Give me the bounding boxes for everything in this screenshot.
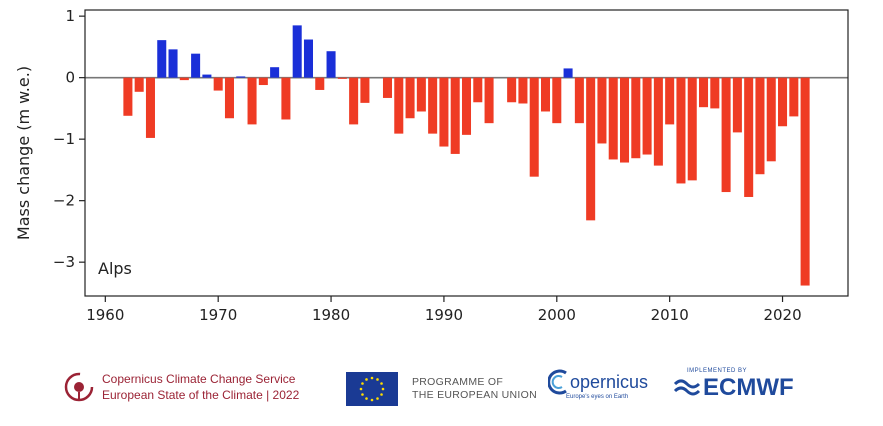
bar-1977 <box>292 25 302 78</box>
bar-2013 <box>699 77 709 108</box>
plot-frame <box>84 9 849 297</box>
eu-flag-icon <box>346 372 398 406</box>
bar-1986 <box>394 77 404 134</box>
bar-1981 <box>337 77 347 79</box>
bar-2008 <box>642 77 652 155</box>
bar-2022 <box>800 77 810 286</box>
bar-1965 <box>157 40 167 78</box>
bar-1976 <box>281 77 291 120</box>
bar-1982 <box>349 77 359 125</box>
ecmwf-logo[interactable]: IMPLEMENTED BY ECMWF <box>673 368 794 402</box>
bar-1971 <box>224 77 234 119</box>
copernicus-name: opernicus <box>570 371 649 392</box>
bar-2020 <box>778 77 788 127</box>
eu-line-2: THE EUROPEAN UNION <box>412 389 537 401</box>
x-axis-ticks: 1960 1970 1980 1990 2000 2010 2020 <box>86 296 802 324</box>
x-tick-label: 2000 <box>538 306 576 324</box>
footer-logos: Copernicus Climate Change Service Europe… <box>0 360 883 420</box>
bar-2005 <box>608 77 618 160</box>
bar-1985 <box>382 77 393 98</box>
y-axis-ticks: 1 0 −1 −2 −3 <box>53 7 85 271</box>
bar-1972 <box>236 76 246 78</box>
x-tick-label: 1970 <box>199 306 237 324</box>
x-tick-label: 1990 <box>425 306 463 324</box>
c3s-emblem-icon <box>64 372 94 402</box>
bar-1980 <box>326 51 336 78</box>
bar-2015 <box>721 77 731 193</box>
bar-1975 <box>270 67 280 78</box>
copernicus-logo[interactable]: opernicus Europe's eyes on Earth <box>548 368 648 400</box>
bar-2011 <box>676 77 686 184</box>
ecmwf-wave-icon <box>673 379 701 396</box>
bar-1962 <box>123 77 133 116</box>
bar-1974 <box>258 77 268 86</box>
bar-1997 <box>518 77 528 104</box>
bar-1979 <box>315 77 325 90</box>
y-tick-label: −3 <box>53 253 75 271</box>
bar-1993 <box>473 77 483 103</box>
y-tick-label: −1 <box>53 130 75 148</box>
bar-1992 <box>461 77 472 135</box>
ecmwf-name: ECMWF <box>703 374 794 401</box>
x-tick-label: 1960 <box>86 306 124 324</box>
bar-2006 <box>620 77 630 163</box>
bar-1991 <box>450 77 460 154</box>
eu-line-1: PROGRAMME OF <box>412 376 504 388</box>
bar-1999 <box>540 77 551 112</box>
bar-2012 <box>687 77 697 181</box>
bar-1990 <box>439 77 449 147</box>
bar-2002 <box>574 77 584 124</box>
c3s-subtitle: European State of the Climate | 2022 <box>102 388 300 402</box>
bar-2007 <box>631 77 641 159</box>
c3s-title: Copernicus Climate Change Service <box>102 372 296 386</box>
bar-1970 <box>213 77 223 91</box>
bar-1964 <box>145 77 155 138</box>
x-tick-label: 2020 <box>763 306 801 324</box>
copernicus-c-icon <box>548 369 567 395</box>
bar-1989 <box>428 77 438 134</box>
y-tick-label: 1 <box>65 7 75 25</box>
bar-2018 <box>755 77 765 175</box>
bar-2009 <box>653 77 663 166</box>
bar-1966 <box>168 49 178 78</box>
x-tick-label: 2010 <box>651 306 689 324</box>
bar-2004 <box>597 77 607 144</box>
bar-1969 <box>202 74 212 78</box>
bar-1987 <box>405 77 415 119</box>
bar-1978 <box>303 39 313 78</box>
x-tick-label: 1980 <box>312 306 350 324</box>
bar-1996 <box>507 77 517 103</box>
bar-1968 <box>191 53 201 78</box>
bar-2017 <box>744 77 754 197</box>
bar-2010 <box>665 77 675 125</box>
bar-1967 <box>179 77 189 81</box>
c3s-logo[interactable]: Copernicus Climate Change Service Europe… <box>62 370 299 404</box>
bar-1973 <box>247 77 257 125</box>
bars <box>123 25 810 286</box>
bar-2001 <box>563 68 573 78</box>
bar-2016 <box>732 77 742 133</box>
bar-2021 <box>789 77 799 117</box>
bar-2000 <box>552 77 562 124</box>
mass-change-chart: 1 0 −1 −2 −3 1960 1970 1980 1990 2000 2010 2020 Ma… <box>14 7 849 324</box>
bar-2014 <box>710 77 720 109</box>
copernicus-tagline: Europe's eyes on Earth <box>566 394 629 400</box>
bar-2019 <box>766 77 776 162</box>
bar-2003 <box>586 77 596 221</box>
y-tick-label: −2 <box>53 192 75 210</box>
bar-1998 <box>529 77 539 177</box>
eu-logo[interactable]: PROGRAMME OF THE EUROPEAN UNION <box>346 372 537 406</box>
bar-1988 <box>416 77 426 112</box>
bar-1983 <box>360 77 370 103</box>
y-axis-title: Mass change (m w.e.) <box>14 66 33 240</box>
bar-1994 <box>484 77 494 124</box>
ecmwf-tagline: IMPLEMENTED BY <box>687 368 748 374</box>
y-tick-label: 0 <box>65 69 75 87</box>
panel-label: Alps <box>98 259 132 278</box>
bar-1963 <box>134 77 144 92</box>
